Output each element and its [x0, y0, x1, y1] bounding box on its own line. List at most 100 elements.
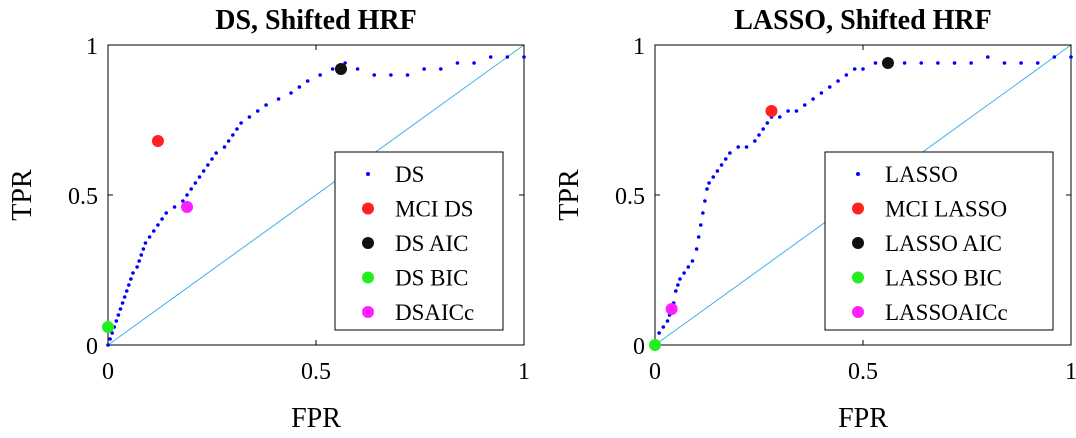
y-tick-label: 0.5: [615, 184, 645, 210]
roc-point: [197, 175, 202, 179]
roc-point: [222, 145, 227, 149]
roc-point: [330, 67, 335, 71]
legend-label: DS BIC: [395, 266, 469, 291]
marker-point: [334, 63, 347, 75]
roc-point: [389, 73, 393, 77]
roc-point: [698, 223, 703, 227]
roc-point: [705, 187, 709, 191]
y-axis-label: TPR: [7, 169, 38, 221]
roc-point: [122, 295, 127, 299]
marker-point: [151, 135, 164, 147]
roc-point: [661, 325, 666, 329]
legend-swatch: [362, 306, 374, 318]
roc-point: [1069, 55, 1073, 59]
x-tick-label: 1: [518, 359, 530, 385]
roc-point: [141, 247, 146, 251]
roc-point: [736, 145, 740, 149]
roc-point: [247, 115, 252, 119]
roc-point: [289, 91, 293, 95]
legend-swatch: [852, 237, 864, 249]
roc-point: [139, 253, 144, 257]
roc-point: [719, 163, 724, 167]
marker-point: [102, 321, 114, 333]
roc-point: [106, 343, 110, 347]
roc-point: [665, 319, 670, 323]
roc-point: [686, 265, 691, 269]
roc-point: [861, 67, 865, 71]
roc-point: [522, 55, 526, 59]
roc-point: [214, 151, 218, 155]
legend-label: DS: [395, 162, 424, 187]
legend-label: LASSOAICc: [885, 300, 1008, 325]
legend-swatch: [362, 271, 374, 284]
roc-point: [129, 277, 133, 281]
marker-point: [181, 201, 194, 213]
roc-point: [794, 109, 799, 113]
roc-point: [372, 73, 377, 77]
x-tick-label: 0.5: [301, 359, 331, 385]
roc-point: [873, 61, 878, 65]
roc-point: [206, 163, 210, 167]
roc-point: [761, 127, 765, 131]
legend-label: LASSO BIC: [885, 266, 1002, 291]
roc-point: [193, 181, 198, 185]
roc-point: [676, 283, 680, 287]
roc-point: [1052, 55, 1057, 59]
roc-point: [151, 229, 156, 233]
roc-point: [127, 283, 131, 287]
legend-label: LASSO AIC: [885, 231, 1002, 256]
roc-point: [765, 121, 770, 125]
roc-point: [488, 55, 493, 59]
roc-point: [164, 211, 169, 215]
roc-point: [696, 235, 701, 239]
x-tick-label: 0.5: [848, 359, 878, 385]
roc-point: [116, 313, 121, 317]
roc-point: [678, 277, 682, 281]
roc-point: [343, 61, 347, 65]
roc-point: [919, 61, 924, 65]
roc-point: [690, 259, 695, 263]
marker-point: [665, 303, 678, 315]
roc-point: [264, 103, 268, 107]
roc-point: [505, 55, 510, 59]
legend-swatch: [366, 172, 370, 176]
legend-label: DSAICc: [395, 300, 474, 325]
roc-point: [135, 265, 139, 269]
chart-title: DS, Shifted HRF: [215, 5, 416, 36]
roc-point: [181, 199, 185, 203]
roc-point: [156, 223, 160, 227]
roc-point: [239, 121, 243, 125]
roc-point: [405, 73, 410, 77]
roc-point: [657, 331, 661, 335]
legend-label: LASSO: [885, 162, 958, 187]
y-tick-label: 1: [633, 34, 645, 60]
roc-point: [811, 97, 815, 101]
roc-point: [108, 337, 112, 341]
roc-point: [160, 217, 164, 221]
roc-point: [124, 289, 129, 293]
roc-point: [952, 61, 957, 65]
roc-point: [701, 211, 705, 215]
roc-point: [235, 127, 239, 131]
roc-point: [318, 73, 322, 77]
roc-point: [715, 169, 720, 173]
legend-label: DS AIC: [395, 231, 469, 256]
roc-point: [703, 199, 707, 203]
chart-panel-2: LASSO, Shifted HRF 0 0.5 1 0 0.5 1 FPR TPR LASSO M…: [554, 5, 1076, 434]
roc-series: [106, 55, 526, 347]
roc-point: [852, 67, 857, 71]
roc-point: [172, 205, 177, 209]
marker-point: [881, 57, 894, 69]
roc-point: [694, 247, 699, 251]
chart-title: LASSO, Shifted HRF: [734, 5, 992, 36]
roc-point: [682, 271, 686, 275]
roc-point: [1019, 61, 1023, 65]
roc-point: [728, 151, 732, 155]
roc-point: [114, 319, 119, 323]
marker-point: [765, 105, 778, 117]
roc-point: [802, 103, 807, 107]
roc-point: [276, 97, 281, 101]
roc-point: [226, 139, 231, 143]
roc-point: [936, 61, 940, 65]
